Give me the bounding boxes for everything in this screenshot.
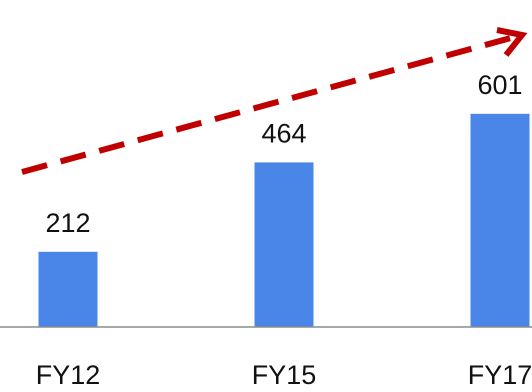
data-label-fy17: 601 xyxy=(477,70,522,100)
trend-arrow-head-icon xyxy=(496,27,528,57)
bar-fy12 xyxy=(38,251,98,327)
data-label-fy12: 212 xyxy=(45,208,90,238)
x-tick-fy15: FY15 xyxy=(252,360,317,390)
trend-arrow-line xyxy=(21,33,519,175)
bar-fy15 xyxy=(254,162,314,327)
x-tick-fy12: FY12 xyxy=(36,360,101,390)
data-label-fy15: 464 xyxy=(261,118,306,148)
x-tick-fy17: FY17 xyxy=(468,360,532,390)
bar-fy17 xyxy=(470,113,530,327)
bars-layer xyxy=(38,113,530,327)
